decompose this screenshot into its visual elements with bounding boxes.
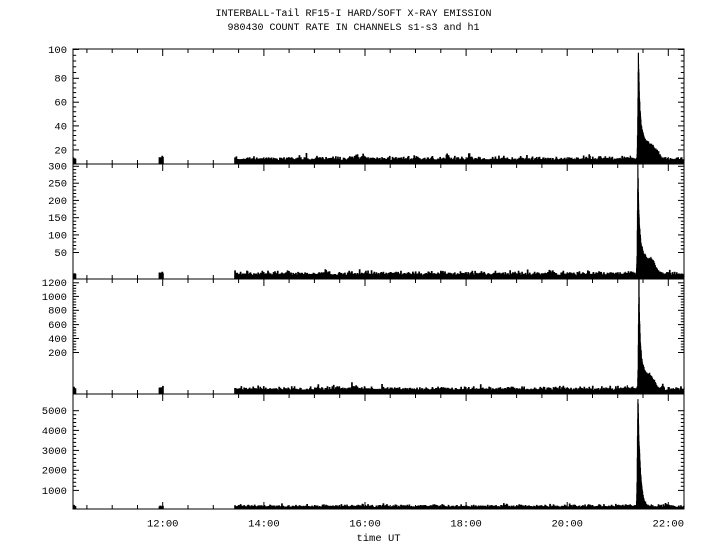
svg-text:time UT: time UT bbox=[356, 533, 400, 545]
svg-text:12:00: 12:00 bbox=[147, 519, 179, 531]
svg-text:INTERBALL-Tail RF15-I HARD/SOF: INTERBALL-Tail RF15-I HARD/SOFT X-RAY EM… bbox=[215, 8, 491, 20]
svg-text:800: 800 bbox=[48, 306, 67, 318]
svg-text:80: 80 bbox=[54, 74, 67, 86]
svg-text:40: 40 bbox=[54, 121, 67, 133]
svg-text:200: 200 bbox=[48, 348, 67, 360]
svg-text:60: 60 bbox=[54, 98, 67, 110]
svg-text:50: 50 bbox=[54, 248, 67, 260]
svg-text:20:00: 20:00 bbox=[551, 519, 583, 531]
svg-text:3000: 3000 bbox=[42, 446, 67, 458]
svg-text:16:00: 16:00 bbox=[349, 519, 381, 531]
svg-text:22:00: 22:00 bbox=[653, 519, 685, 531]
svg-text:600: 600 bbox=[48, 320, 67, 332]
svg-text:1000: 1000 bbox=[42, 292, 67, 304]
svg-text:200: 200 bbox=[48, 196, 67, 208]
svg-text:100: 100 bbox=[48, 230, 67, 242]
svg-text:20: 20 bbox=[54, 145, 67, 157]
svg-text:300: 300 bbox=[48, 162, 67, 174]
svg-text:1200: 1200 bbox=[42, 278, 67, 290]
svg-text:14:00: 14:00 bbox=[248, 519, 280, 531]
svg-text:5000: 5000 bbox=[42, 406, 67, 418]
svg-text:1000: 1000 bbox=[42, 486, 67, 498]
svg-text:400: 400 bbox=[48, 334, 67, 346]
svg-text:18:00: 18:00 bbox=[450, 519, 482, 531]
svg-text:250: 250 bbox=[48, 179, 67, 191]
svg-text:4000: 4000 bbox=[42, 426, 67, 438]
svg-text:2000: 2000 bbox=[42, 466, 67, 478]
svg-text:980430 COUNT RATE IN CHANNEL: 980430 COUNT RATE IN CHANNELS s1-s3 and … bbox=[227, 22, 479, 34]
svg-text:150: 150 bbox=[48, 213, 67, 225]
svg-text:100: 100 bbox=[48, 45, 67, 57]
